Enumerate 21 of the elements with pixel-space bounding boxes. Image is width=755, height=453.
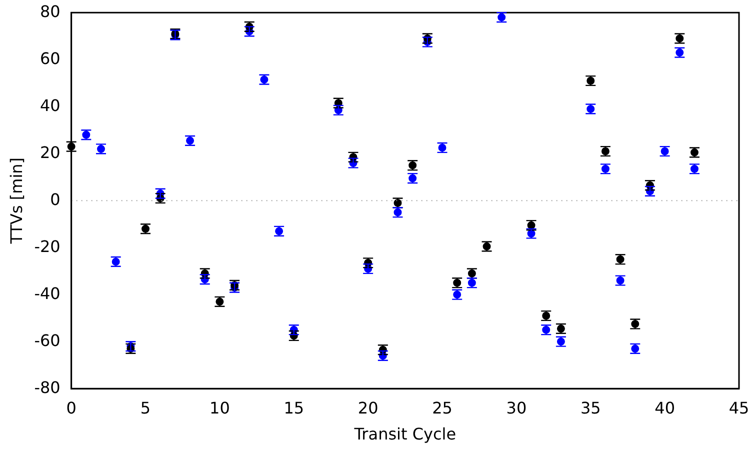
x-tick-label: 40 [654, 398, 675, 418]
y-tick-label: -40 [34, 284, 60, 303]
x-tick-label: 5 [140, 398, 151, 418]
y-tick-label: -20 [34, 236, 60, 256]
y-tick-label: -60 [34, 330, 60, 350]
y-tick-label: 0 [50, 190, 60, 209]
x-tick-label: 25 [432, 398, 452, 418]
y-tick-label: -80 [34, 378, 60, 397]
y-axis-title: TTVs [min] [6, 157, 26, 245]
x-tick-label: 20 [358, 398, 378, 418]
y-tick-label: 60 [40, 48, 60, 68]
x-tick-label: 0 [66, 398, 76, 418]
x-tick-label: 45 [728, 398, 750, 418]
y-tick-label: 80 [40, 2, 60, 21]
x-tick-label: 10 [210, 398, 230, 418]
x-tick-label: 30 [506, 398, 527, 418]
x-tick-label: 15 [284, 398, 304, 418]
y-tick-label: 40 [40, 96, 60, 115]
y-tick-label: 20 [40, 142, 60, 162]
x-tick-label: 35 [580, 398, 601, 418]
x-axis-title: Transit Cycle [353, 424, 456, 444]
